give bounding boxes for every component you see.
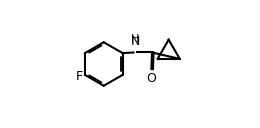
Text: F: F xyxy=(76,70,83,83)
Text: N: N xyxy=(131,35,140,48)
Text: O: O xyxy=(146,72,156,85)
Text: H: H xyxy=(131,34,140,44)
